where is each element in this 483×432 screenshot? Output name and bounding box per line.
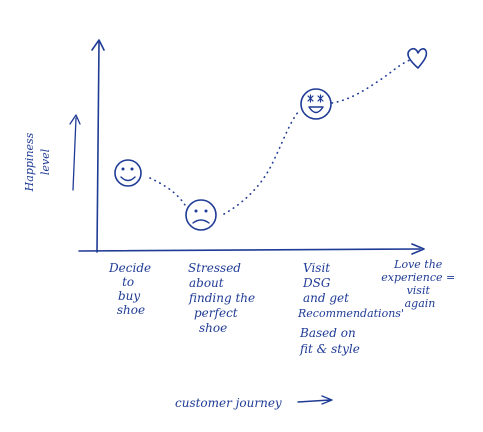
- stage-label-line: shoe: [199, 321, 227, 335]
- y-label-arrow: [69, 114, 81, 191]
- svg-text:Happiness: Happiness: [23, 132, 36, 192]
- stage-label-line: buy: [118, 289, 140, 303]
- y-axis-line: [96, 41, 100, 253]
- stage-label-line: shoe: [117, 303, 145, 317]
- stage-label-line: Love the: [393, 258, 443, 271]
- happy-face-icon: [114, 159, 142, 187]
- x-axis-label-arrow: [297, 395, 333, 405]
- stage-label: Decide to buy shoe: [108, 261, 155, 317]
- y-axis: [91, 39, 105, 253]
- y-axis-label: Happiness level: [23, 132, 52, 192]
- stage-label: Visit DSG and get Recommendations' Based…: [297, 261, 408, 356]
- stage-label: Stressed about finding the perfect shoe: [188, 261, 259, 335]
- y-axis-label-line: Happiness: [23, 132, 36, 192]
- stage-label: Love the experience = visit again: [381, 258, 459, 310]
- x-axis-arrowhead: [411, 243, 425, 255]
- stage-label-line: visit: [407, 284, 431, 297]
- stage-label-line: finding the: [188, 291, 255, 305]
- stage-label-line: fit & style: [299, 342, 360, 356]
- stage-label-line: to: [122, 275, 134, 289]
- svg-text:Love the experience =: Love the experience = visit again: [381, 258, 459, 310]
- stage-label-line: and get: [303, 291, 349, 305]
- x-axis-line: [78, 248, 421, 252]
- stage-label-line: again: [405, 297, 436, 310]
- stage-label-line: Recommendations': [297, 307, 404, 320]
- svg-text:Stressed about fin: Stressed about finding the perfect shoe: [188, 261, 259, 335]
- stage-label-line: Visit: [303, 261, 330, 275]
- sad-face-icon: [185, 199, 217, 231]
- svg-text:Decide to buy: Decide to buy shoe: [108, 261, 155, 317]
- heart-icon: [407, 47, 428, 69]
- stage-label-line: about: [189, 276, 224, 290]
- stage-label-line: Decide: [108, 261, 151, 275]
- star-eyes-face-icon: [300, 88, 332, 120]
- y-axis-label-line: level: [39, 148, 52, 175]
- svg-text:Visit DSG and get: Visit DSG and get Recommendations' Based…: [297, 261, 408, 356]
- stage-label-line: Based on: [299, 326, 356, 340]
- x-axis-label-text: customer journey: [175, 396, 282, 410]
- journey-line: [149, 59, 411, 215]
- x-axis: [78, 243, 425, 255]
- stage-label-line: DSG: [302, 276, 331, 290]
- x-axis-label: customer journey: [175, 395, 333, 410]
- stage-label-line: Stressed: [188, 261, 241, 275]
- svg-text:level: level: [39, 148, 52, 175]
- stage-label-line: experience =: [381, 271, 455, 284]
- stage-label-line: perfect: [194, 306, 238, 320]
- y-axis-arrowhead: [91, 39, 105, 51]
